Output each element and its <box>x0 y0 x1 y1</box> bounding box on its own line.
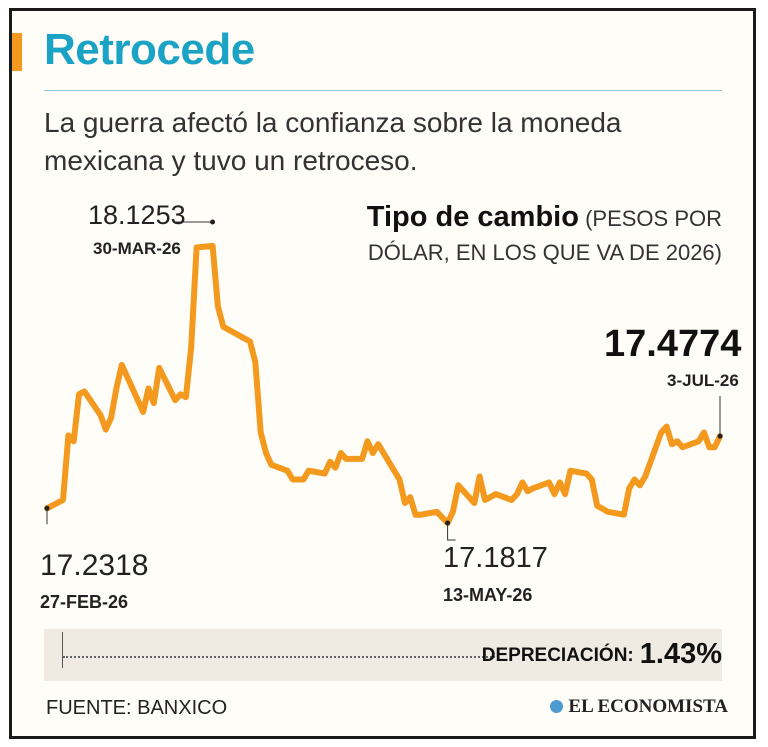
start-point-marker <box>44 505 50 511</box>
depreciation-bar-tick <box>62 632 63 668</box>
title-accent-bar <box>12 33 22 71</box>
chart-title-main: Tipo de cambio <box>366 201 579 233</box>
min-date-label: 13-MAY-26 <box>443 585 533 605</box>
annotation-markers <box>44 219 723 541</box>
min-value-label: 17.1817 <box>443 542 548 574</box>
exchange-rate-line <box>44 242 723 526</box>
chart-title-sub-1: (PESOS POR <box>585 206 722 231</box>
start-value-label: 17.2318 <box>40 549 149 582</box>
last-date-label: 3-JUL-26 <box>667 371 739 390</box>
max-point-marker <box>210 219 216 225</box>
infographic-frame <box>9 8 756 739</box>
chart-title: Tipo de cambio (PESOS POR DÓLAR, EN LOS … <box>367 200 722 270</box>
max-value-label: 18.1253 <box>88 200 186 230</box>
min-point-marker <box>445 520 451 526</box>
page-title: Retrocede <box>44 25 255 74</box>
depreciation-summary: DEPRECIACIÓN: 1.43% <box>482 638 722 671</box>
depreciation-value: 1.43% <box>639 638 722 670</box>
start-date-label: 27-FEB-26 <box>40 592 129 612</box>
publisher-name: EL ECONOMISTA <box>568 696 728 717</box>
depreciation-label: DEPRECIACIÓN: <box>481 645 634 666</box>
title-divider <box>44 90 722 91</box>
chart-title-sub-2: DÓLAR, EN LOS QUE VA DE 2026) <box>367 240 722 265</box>
max-date-label: 30-MAR-26 <box>93 239 181 258</box>
depreciation-leader-dots <box>63 656 495 658</box>
last-value-label: 17.4774 <box>604 323 742 365</box>
globe-icon <box>550 700 564 713</box>
min-leader-line <box>447 523 456 541</box>
publisher-logo: EL ECONOMISTA <box>550 696 728 718</box>
source-label: FUENTE: BANXICO <box>46 697 228 719</box>
page-subtitle: La guerra afectó la confianza sobre la m… <box>44 107 622 176</box>
last-point-marker <box>717 433 723 439</box>
depreciation-bar <box>44 629 722 681</box>
